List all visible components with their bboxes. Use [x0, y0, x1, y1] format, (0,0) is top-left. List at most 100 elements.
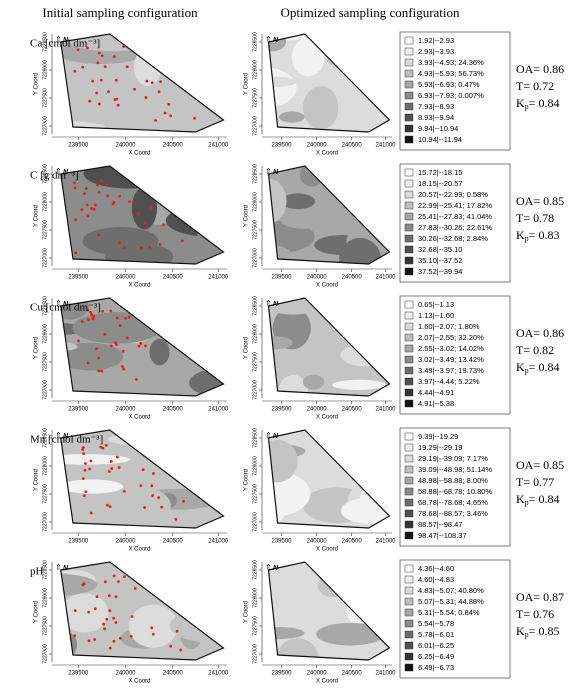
map-zone — [268, 626, 305, 640]
legend-label: 78.68|--88.57; 3.46% — [418, 509, 488, 518]
y-tick-label: 7227000 — [42, 644, 48, 664]
north-label: N — [273, 169, 279, 176]
sample-point — [93, 638, 97, 641]
y-tick-label: 7227500 — [252, 616, 258, 636]
y-tick-label: 7227000 — [252, 512, 258, 532]
kappa-subscript: p — [525, 234, 529, 243]
sample-point — [82, 582, 86, 586]
legend-swatch — [404, 608, 414, 617]
sample-point — [137, 344, 141, 348]
legend-swatch — [404, 520, 414, 529]
map-zone — [291, 37, 325, 77]
x-tick-label: 240000 — [115, 539, 136, 545]
sample-point — [89, 459, 93, 463]
sample-point — [86, 214, 90, 218]
sample-point — [109, 309, 113, 313]
sample-point — [100, 179, 103, 183]
column-header: Optimized sampling configuration — [280, 5, 460, 20]
legend-label: 4.93|--5.93; 56.73% — [418, 69, 484, 78]
sample-point — [97, 369, 101, 373]
legend-swatch — [404, 575, 414, 584]
legend-label: 6.93|--7.93; 0.007% — [418, 91, 484, 100]
map-zone — [268, 76, 297, 87]
kappa-symbol: K — [516, 360, 525, 374]
sample-point — [97, 102, 101, 106]
map-zone — [339, 237, 381, 264]
sample-point — [154, 119, 158, 122]
x-tick-label: 240000 — [115, 275, 136, 281]
map-zone — [360, 488, 377, 506]
sample-point — [133, 587, 137, 590]
row-label: Mn [cmol dm⁻³] — [30, 434, 103, 446]
sample-point — [86, 361, 90, 365]
x-tick-label: 239500 — [271, 143, 292, 149]
sample-point — [112, 55, 116, 59]
sample-point — [118, 194, 121, 198]
sample-point — [148, 245, 152, 249]
y-tick-label: 7227500 — [252, 352, 258, 372]
legend-label: 68.78|--78.68; 4.65% — [418, 498, 488, 507]
legend-swatch — [404, 245, 414, 254]
sample-point — [93, 203, 97, 207]
sample-point — [103, 627, 106, 631]
x-tick-label: 240500 — [342, 671, 363, 677]
sample-point — [107, 470, 111, 473]
legend-swatch — [404, 454, 414, 463]
legend-label: 30.26|--32.68; 2.84% — [418, 234, 488, 243]
legend-label: 5.31|--5.54; 0.84% — [418, 608, 480, 617]
sample-point — [102, 622, 106, 626]
map-zone — [317, 573, 348, 598]
kappa-subscript: p — [525, 366, 529, 375]
map-zone — [302, 374, 325, 390]
sample-point — [95, 595, 99, 599]
legend-label: 2.55|--3.02; 14.02% — [418, 344, 484, 353]
legend-swatch — [404, 47, 414, 56]
x-tick-label: 240500 — [163, 407, 184, 413]
north-arrow: ⇑ — [265, 431, 272, 440]
tau-index: T= 0.78 — [516, 211, 554, 225]
y-axis-label: Y Coord — [34, 469, 40, 491]
legend-label: 37.52|--39.94 — [418, 267, 462, 276]
y-axis-label: Y Coord — [244, 601, 250, 623]
row-label: C [g dm⁻³] — [30, 170, 79, 182]
kappa-value: = 0.84 — [529, 360, 560, 374]
map-zone — [268, 439, 298, 483]
sample-point — [91, 316, 95, 320]
north-label: N — [63, 433, 69, 440]
y-tick-label: 7227000 — [42, 512, 48, 532]
sample-point — [87, 610, 91, 614]
sample-point — [82, 452, 86, 455]
sample-point — [152, 472, 155, 475]
sample-point — [169, 644, 173, 648]
sample-point — [167, 102, 171, 106]
legend-swatch — [404, 113, 414, 122]
y-tick-label: 7228000 — [42, 588, 48, 608]
sample-point — [99, 78, 103, 82]
legend-swatch — [404, 630, 414, 639]
y-tick-label: 7228000 — [42, 192, 48, 212]
sample-point — [107, 594, 111, 598]
y-tick-label: 7228000 — [252, 588, 258, 608]
map-zone — [332, 379, 386, 391]
sample-point — [175, 629, 179, 633]
sample-point — [117, 466, 121, 469]
x-tick-label: 240000 — [307, 407, 328, 413]
map-zone — [195, 38, 224, 68]
x-tick-label: 240500 — [342, 143, 363, 149]
map-zone — [333, 567, 352, 586]
kappa: Kp= 0.83 — [516, 228, 559, 243]
sample-point — [118, 324, 122, 328]
sample-point — [89, 310, 92, 314]
sample-point — [77, 339, 80, 343]
legend-label: 3.49|--3.97; 19.73% — [418, 366, 484, 375]
sample-point — [106, 194, 110, 198]
map-zone — [346, 596, 377, 627]
north-arrow: ⇑ — [55, 167, 62, 176]
sample-point — [115, 343, 118, 346]
y-tick-label: 7227000 — [252, 116, 258, 136]
map-panel: 239500 240000 240500 241000 7227000 7227500 72… — [244, 428, 397, 553]
legend-swatch — [404, 135, 414, 144]
y-tick-label: 7227500 — [42, 220, 48, 240]
y-axis-label: Y Coord — [34, 73, 40, 95]
legend-label: 39.09|--48.98; 51.14% — [418, 465, 492, 474]
